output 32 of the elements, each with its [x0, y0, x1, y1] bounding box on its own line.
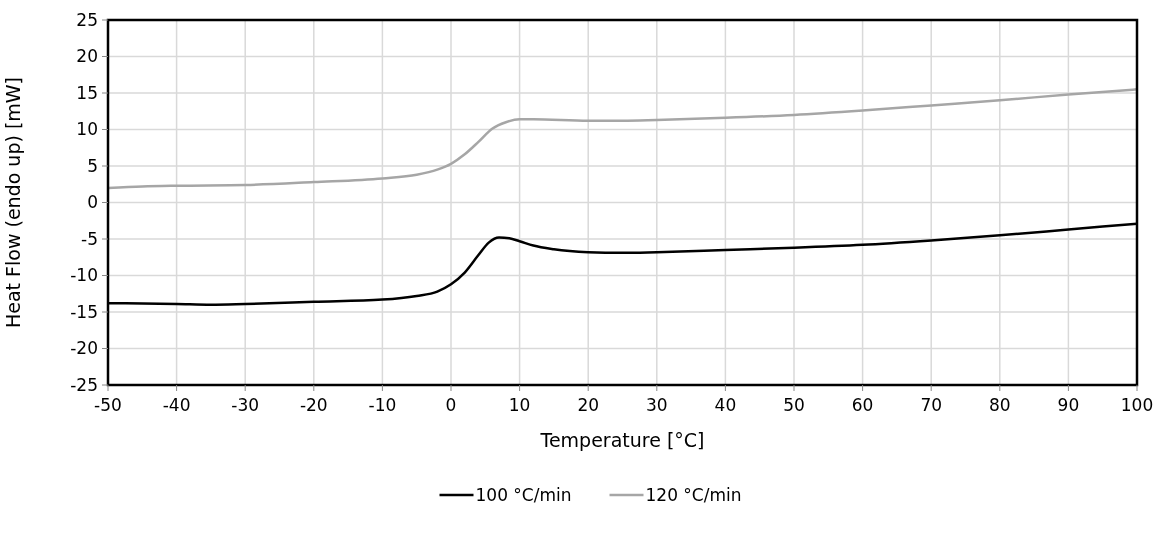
x-tick-label: 60	[851, 395, 874, 415]
x-tick-label: -30	[231, 395, 260, 415]
x-axis-title: Temperature [°C]	[539, 429, 705, 451]
x-tick-label: 70	[920, 395, 943, 415]
y-axis-title: Heat Flow (endo up) [mW]	[2, 76, 24, 329]
x-tick-label: -10	[368, 395, 397, 415]
y-tick-label: -25	[70, 374, 98, 395]
legend-label: 120 °C/min	[645, 484, 742, 505]
line-series	[106, 88, 1139, 190]
x-tick-label: -40	[162, 395, 191, 415]
x-tick-label: -50	[94, 395, 122, 415]
legend-label: 100 °C/min	[475, 484, 572, 505]
y-tick-label: -20	[70, 338, 98, 359]
x-tick-label: 100	[1120, 395, 1154, 415]
x-tick-label: 50	[783, 395, 805, 415]
y-tick-label: -5	[81, 228, 98, 249]
x-tick-label: 30	[645, 395, 668, 415]
y-tick-label: 0	[87, 192, 98, 213]
x-tick-label: 90	[1057, 395, 1080, 415]
x-tick-label: 20	[577, 395, 600, 415]
y-tick-label: -15	[70, 301, 98, 322]
x-tick-label: 0	[445, 395, 457, 415]
y-tick-label: 15	[76, 82, 98, 103]
x-tick-label: -20	[299, 395, 328, 415]
y-tick-label: 10	[76, 119, 98, 140]
x-tick-label: 40	[714, 395, 737, 415]
x-tick-label: 80	[988, 395, 1011, 415]
y-tick-label: -10	[70, 265, 98, 286]
y-tick-label: 20	[76, 46, 98, 67]
y-tick-label: 5	[87, 155, 98, 176]
x-tick-label: 10	[508, 395, 531, 415]
y-tick-label: 25	[76, 9, 98, 30]
